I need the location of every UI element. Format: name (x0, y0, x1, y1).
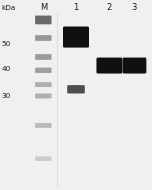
Text: kDa: kDa (2, 5, 16, 11)
FancyBboxPatch shape (35, 35, 52, 41)
FancyBboxPatch shape (35, 123, 52, 128)
Text: 2: 2 (107, 3, 112, 12)
FancyBboxPatch shape (35, 156, 52, 161)
Text: M: M (40, 3, 47, 12)
FancyBboxPatch shape (35, 54, 52, 60)
FancyBboxPatch shape (35, 82, 52, 87)
FancyBboxPatch shape (35, 93, 52, 98)
Text: 30: 30 (2, 93, 11, 99)
Text: 40: 40 (2, 66, 11, 72)
FancyBboxPatch shape (67, 85, 85, 93)
FancyBboxPatch shape (63, 26, 89, 48)
FancyBboxPatch shape (35, 16, 52, 24)
Text: 3: 3 (131, 3, 136, 12)
Text: 50: 50 (2, 41, 11, 47)
Text: 1: 1 (73, 3, 79, 12)
FancyBboxPatch shape (96, 58, 122, 74)
FancyBboxPatch shape (35, 68, 52, 73)
FancyBboxPatch shape (123, 58, 146, 74)
